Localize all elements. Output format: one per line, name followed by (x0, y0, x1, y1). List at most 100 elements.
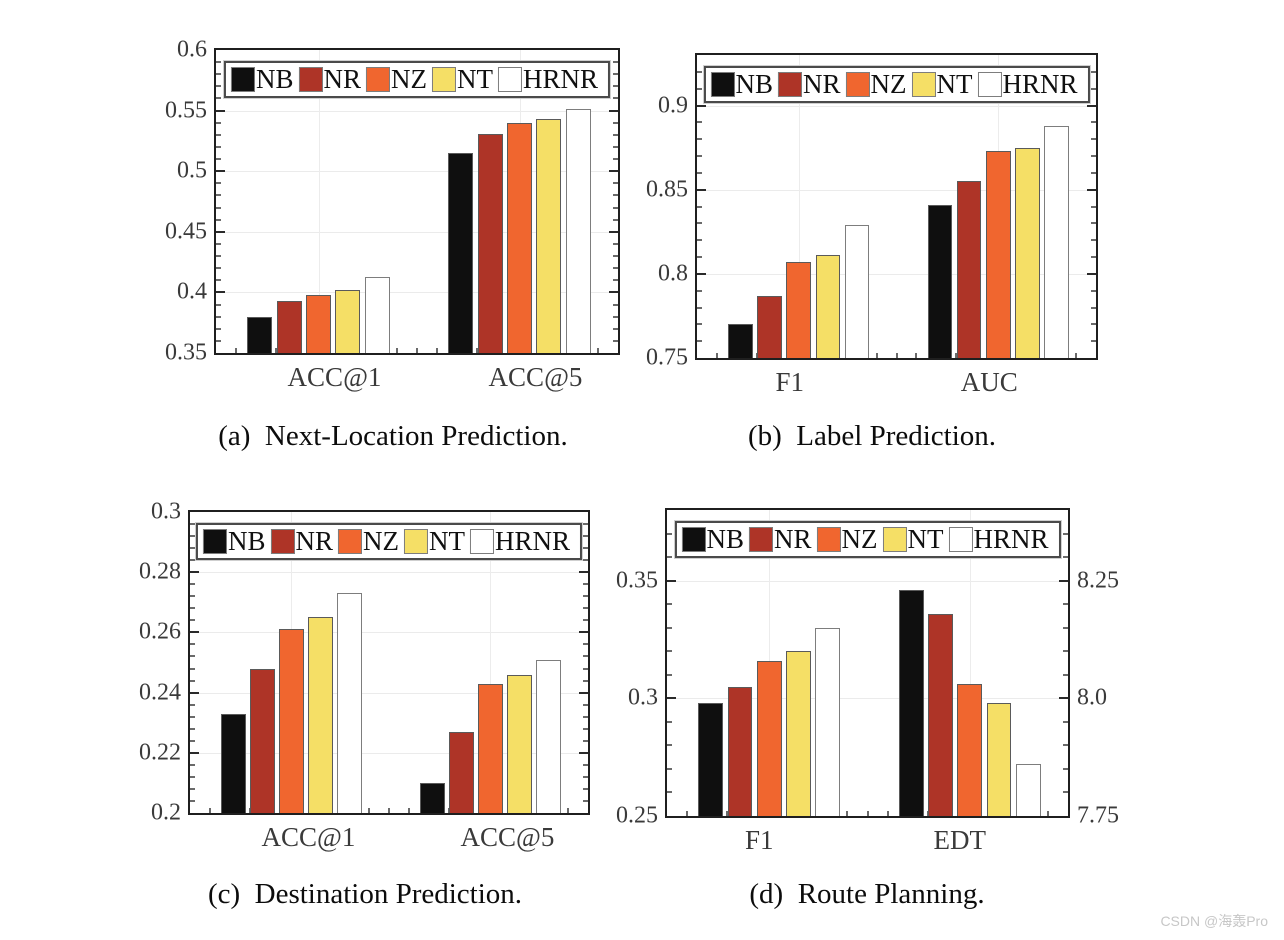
ytick-label-right: 7.75 (1077, 802, 1119, 829)
axis-tick-minor (1063, 744, 1068, 747)
axis-tick-major (1059, 579, 1068, 582)
axis-tick-minor (583, 583, 588, 586)
axis-tick-minor (667, 603, 672, 606)
xtick-label: ACC@1 (261, 822, 356, 852)
axis-tick-minor (613, 327, 618, 330)
bar-hrnr-auc (1044, 125, 1069, 358)
axis-tick-minor (686, 811, 689, 816)
axis-tick-minor (1063, 791, 1068, 794)
axis-tick-minor (1091, 70, 1096, 73)
legend-swatch-nb (202, 529, 227, 554)
axis-tick-major (216, 109, 225, 112)
bar-nr-acc-1 (250, 668, 275, 813)
legend-swatch-nz (338, 529, 363, 554)
axis-tick-major (216, 170, 225, 173)
legend-swatch-nz (845, 72, 870, 97)
legend-label-nt: NT (936, 69, 973, 99)
plot-area-c: 0.2 0.22 0.24 0.26 0.28 0.3 ACC@1 ACC@5 NB NR NZ NT… (139, 499, 590, 852)
legend-label-nb: NB (706, 524, 744, 554)
gridline-horizontal (667, 580, 1068, 582)
gridline-horizontal (697, 189, 1096, 191)
axis-tick-minor (190, 739, 195, 742)
axis-tick-minor (755, 353, 758, 358)
bar-nb-edt (898, 590, 924, 816)
xtick-label: AUC (960, 367, 1018, 397)
axis-tick-major (190, 571, 199, 574)
ytick-label: 0.8 (658, 260, 688, 287)
axis-tick-minor (216, 242, 221, 245)
axis-tick-minor (583, 703, 588, 706)
axis-tick-minor (697, 87, 702, 90)
legend-label-hrnr: HRNR (1002, 69, 1078, 99)
legend-swatch-nb (230, 67, 255, 92)
bar-hrnr-f1 (844, 225, 870, 358)
axis-tick-minor (190, 643, 195, 646)
gridline-vertical (798, 55, 800, 358)
axis-tick-minor (697, 70, 702, 73)
legend-box: NB NR NZ NT HRNR (195, 523, 583, 560)
bar-nr-acc-5 (477, 133, 503, 353)
axis-tick-minor (1046, 811, 1049, 816)
axis-tick-minor (667, 720, 672, 723)
axis-tick-minor (697, 138, 702, 141)
axis-tick-minor (216, 206, 221, 209)
axis-tick-minor (216, 133, 221, 136)
legend-swatch-nz (816, 527, 841, 552)
axis-tick-minor (667, 532, 672, 535)
axis-tick-minor (697, 121, 702, 124)
axis-tick-minor (216, 61, 221, 64)
axis-tick-minor (926, 811, 929, 816)
bar-hrnr-f1 (815, 627, 841, 816)
legend-swatch-nt (911, 72, 936, 97)
axis-tick-minor (216, 218, 221, 221)
axis-tick-minor (1063, 603, 1068, 606)
axis-tick-minor (613, 145, 618, 148)
gridline-horizontal (190, 572, 588, 574)
gridline-horizontal (216, 231, 618, 233)
axis-tick-minor (583, 643, 588, 646)
axis-tick-minor (596, 348, 599, 353)
gridline-vertical (490, 512, 492, 813)
axis-tick-minor (583, 607, 588, 610)
chart-caption-c: (c) Destination Prediction. (207, 878, 523, 910)
axis-tick-minor (613, 121, 618, 124)
bar-nz-f1 (786, 262, 811, 358)
axis-tick-minor (395, 348, 398, 353)
axis-tick-minor (1091, 87, 1096, 90)
legend-swatch-nr (748, 527, 773, 552)
axis-tick-minor (216, 267, 221, 270)
axis-tick-major (667, 579, 676, 582)
axis-tick-minor (583, 727, 588, 730)
legend-swatch-hrnr (470, 529, 495, 554)
axis-tick-minor (1063, 556, 1068, 559)
legend-label-nb: NB (227, 526, 266, 556)
axis-tick-minor (915, 353, 918, 358)
axis-tick-minor (583, 595, 588, 598)
axis-tick-minor (216, 279, 221, 282)
axis-tick-minor (697, 222, 702, 225)
bar-nt-auc (1015, 147, 1040, 358)
legend-label-nz: NZ (391, 64, 428, 94)
axis-tick-minor (275, 348, 278, 353)
ytick-label: 0.28 (139, 558, 181, 585)
axis-tick-minor (583, 619, 588, 622)
ytick-label: 0.9 (658, 92, 688, 118)
bar-nb-acc-1 (247, 316, 273, 353)
legend-label-nr: NR (773, 524, 812, 554)
legend-swatch-hrnr (948, 527, 973, 552)
axis-tick-minor (697, 289, 702, 292)
axis-tick-major (579, 691, 588, 694)
axis-tick-minor (667, 767, 672, 770)
axis-tick-minor (613, 85, 618, 88)
gridline-horizontal (667, 698, 1068, 700)
axis-tick-minor (613, 303, 618, 306)
axis-tick-minor (697, 205, 702, 208)
axis-tick-minor (190, 763, 195, 766)
axis-tick-minor (436, 348, 439, 353)
gridline-horizontal (216, 110, 618, 112)
axis-tick-major (1087, 104, 1096, 107)
legend-label-nz: NZ (363, 526, 400, 556)
axis-tick-minor (583, 667, 588, 670)
chart-caption-b: (b) Label Prediction. (747, 420, 997, 452)
